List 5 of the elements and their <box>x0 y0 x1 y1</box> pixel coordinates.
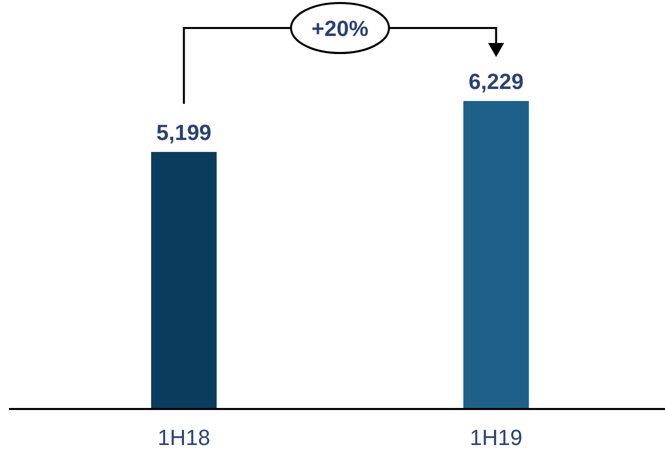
x-tick-label: 1H19 <box>470 425 522 450</box>
data-label: 5,199 <box>156 120 212 145</box>
text: +20% <box>312 16 368 41</box>
data-label: 6,229 <box>468 69 524 94</box>
x-tick-label: 1H18 <box>158 425 210 450</box>
